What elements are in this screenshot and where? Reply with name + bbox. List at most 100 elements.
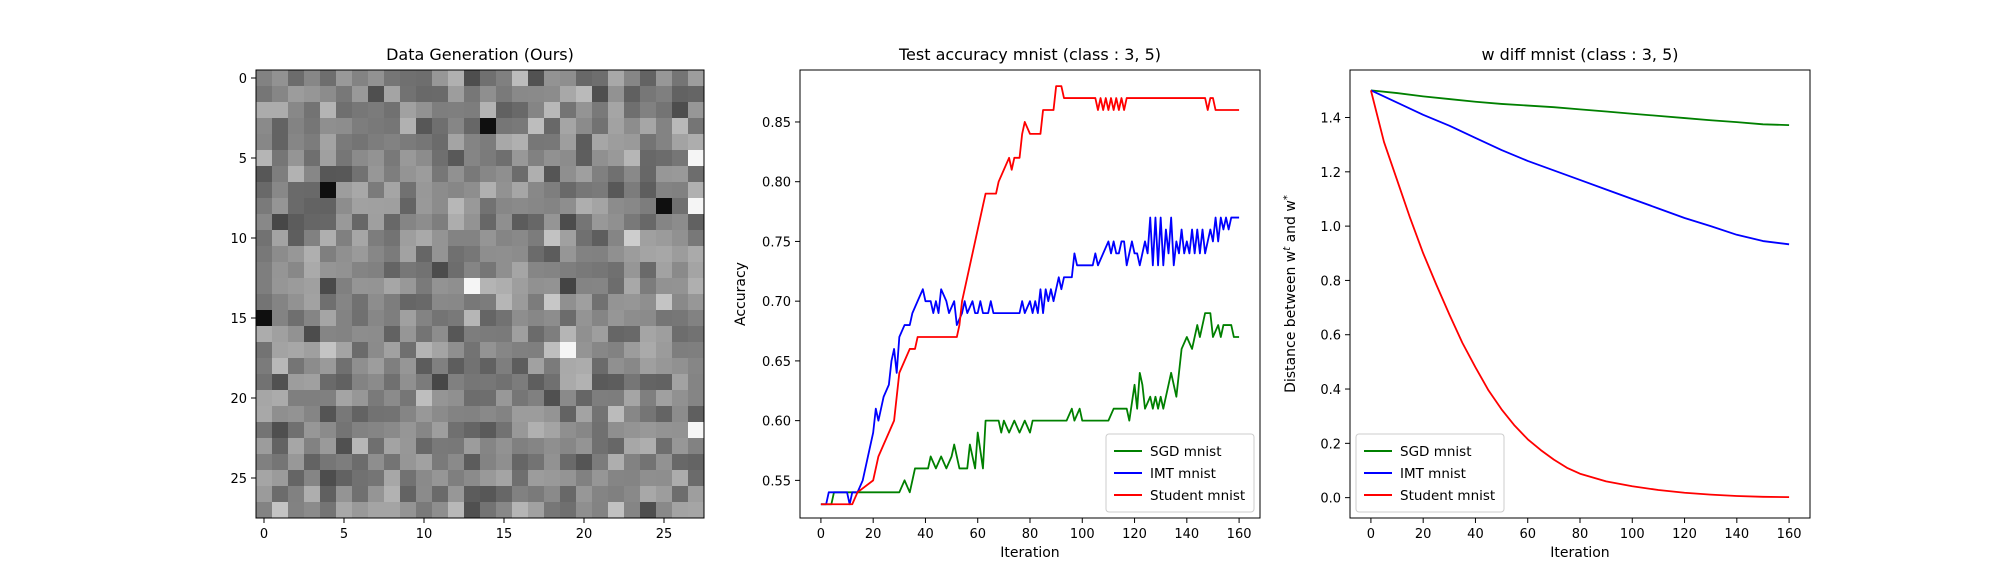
heatmap-cell bbox=[688, 486, 705, 503]
heatmap-cell bbox=[304, 294, 321, 311]
heatmap-cell bbox=[256, 454, 273, 471]
heatmap-cell bbox=[512, 294, 529, 311]
heatmap-cell bbox=[624, 406, 641, 423]
heatmap-cell bbox=[544, 134, 561, 151]
heatmap-cell bbox=[496, 246, 513, 263]
heatmap-cell bbox=[304, 262, 321, 279]
heatmap-cell bbox=[368, 454, 385, 471]
heatmap-cell bbox=[544, 422, 561, 439]
heatmap-cell bbox=[400, 134, 417, 151]
heatmap-cell bbox=[304, 86, 321, 103]
heatmap-cell bbox=[400, 486, 417, 503]
heatmap-cell bbox=[592, 230, 609, 247]
heatmap-cell bbox=[496, 422, 513, 439]
heatmap-cell bbox=[304, 326, 321, 343]
heatmap-cell bbox=[656, 310, 673, 327]
heatmap-cell bbox=[352, 326, 369, 343]
heatmap-cell bbox=[592, 182, 609, 199]
heatmap-cell bbox=[304, 134, 321, 151]
heatmap-cell bbox=[576, 294, 593, 311]
heatmap-cell bbox=[544, 502, 561, 519]
heatmap-cell bbox=[384, 182, 401, 199]
heatmap-cell bbox=[352, 422, 369, 439]
heatmap-cell bbox=[336, 134, 353, 151]
heatmap-cell bbox=[320, 230, 337, 247]
heatmap-cell bbox=[464, 166, 481, 183]
heatmap-cell bbox=[336, 374, 353, 391]
heatmap-cell bbox=[384, 278, 401, 295]
heatmap-cell bbox=[256, 470, 273, 487]
heatmap-cell bbox=[544, 150, 561, 167]
wd-series-line-1 bbox=[1370, 89, 1790, 246]
heatmap-cell bbox=[656, 470, 673, 487]
heatmap-cell bbox=[448, 326, 465, 343]
heatmap-cell bbox=[448, 294, 465, 311]
heatmap-cell bbox=[560, 246, 577, 263]
heatmap-cell bbox=[352, 406, 369, 423]
heatmap-cell bbox=[448, 310, 465, 327]
wd-x-tick-label: 100 bbox=[1620, 527, 1645, 542]
heatmap-cell bbox=[560, 198, 577, 215]
heatmap-cell bbox=[624, 214, 641, 231]
heatmap-cell bbox=[544, 454, 561, 471]
heatmap-cell bbox=[512, 166, 529, 183]
heatmap-cell bbox=[368, 294, 385, 311]
heatmap-cell bbox=[672, 198, 689, 215]
heatmap-cell bbox=[544, 470, 561, 487]
acc-x-tick-label: 60 bbox=[969, 527, 986, 542]
heatmap-y-tick-label: 5 bbox=[239, 152, 247, 167]
heatmap-cell bbox=[256, 166, 273, 183]
acc-legend-label-2: Student mnist bbox=[1150, 488, 1245, 504]
heatmap-cell bbox=[304, 454, 321, 471]
heatmap-cell bbox=[496, 150, 513, 167]
heatmap-cell bbox=[256, 150, 273, 167]
accuracy-y-label: Accuracy bbox=[733, 262, 749, 326]
heatmap-cell bbox=[400, 294, 417, 311]
heatmap-cell bbox=[480, 358, 497, 375]
heatmap-cell bbox=[336, 390, 353, 407]
heatmap-cell bbox=[320, 310, 337, 327]
heatmap-cell bbox=[496, 358, 513, 375]
heatmap-cell bbox=[272, 70, 289, 87]
heatmap-cell bbox=[672, 102, 689, 119]
acc-y-tick-label: 0.75 bbox=[762, 235, 791, 250]
heatmap-cell bbox=[576, 374, 593, 391]
heatmap-cell bbox=[336, 182, 353, 199]
heatmap-cell bbox=[576, 262, 593, 279]
heatmap-cell bbox=[496, 262, 513, 279]
heatmap-cell bbox=[272, 262, 289, 279]
heatmap-cell bbox=[688, 166, 705, 183]
heatmap-cell bbox=[512, 470, 529, 487]
heatmap-cell bbox=[304, 438, 321, 455]
heatmap-cell bbox=[640, 438, 657, 455]
heatmap-cell bbox=[512, 406, 529, 423]
heatmap-cell bbox=[352, 374, 369, 391]
heatmap-cell bbox=[512, 182, 529, 199]
heatmap-cell bbox=[400, 70, 417, 87]
heatmap-cell bbox=[320, 438, 337, 455]
heatmap-cell bbox=[416, 86, 433, 103]
heatmap-cell bbox=[288, 118, 305, 135]
heatmap-cell bbox=[288, 342, 305, 359]
heatmap-cell bbox=[608, 486, 625, 503]
wd-x-tick-label: 120 bbox=[1672, 527, 1697, 542]
heatmap-cell bbox=[288, 390, 305, 407]
heatmap-cell bbox=[384, 374, 401, 391]
heatmap-cell bbox=[560, 166, 577, 183]
heatmap-cell bbox=[416, 502, 433, 519]
heatmap-panel: Data Generation (Ours) 0 5 10 15 20 25 0 5 10 15 2… bbox=[230, 45, 705, 542]
heatmap-cell bbox=[272, 246, 289, 263]
heatmap-y-tick-label: 10 bbox=[230, 232, 247, 247]
heatmap-cell bbox=[512, 150, 529, 167]
heatmap-cell bbox=[496, 134, 513, 151]
heatmap-y-tick-label: 25 bbox=[230, 472, 247, 487]
heatmap-cell bbox=[624, 134, 641, 151]
acc-x-tick-label: 80 bbox=[1022, 527, 1039, 542]
heatmap-cell bbox=[304, 150, 321, 167]
heatmap-cell bbox=[592, 134, 609, 151]
heatmap-cell bbox=[384, 422, 401, 439]
heatmap-cell bbox=[464, 390, 481, 407]
heatmap-cell bbox=[560, 374, 577, 391]
heatmap-cell bbox=[272, 326, 289, 343]
heatmap-cell bbox=[432, 310, 449, 327]
